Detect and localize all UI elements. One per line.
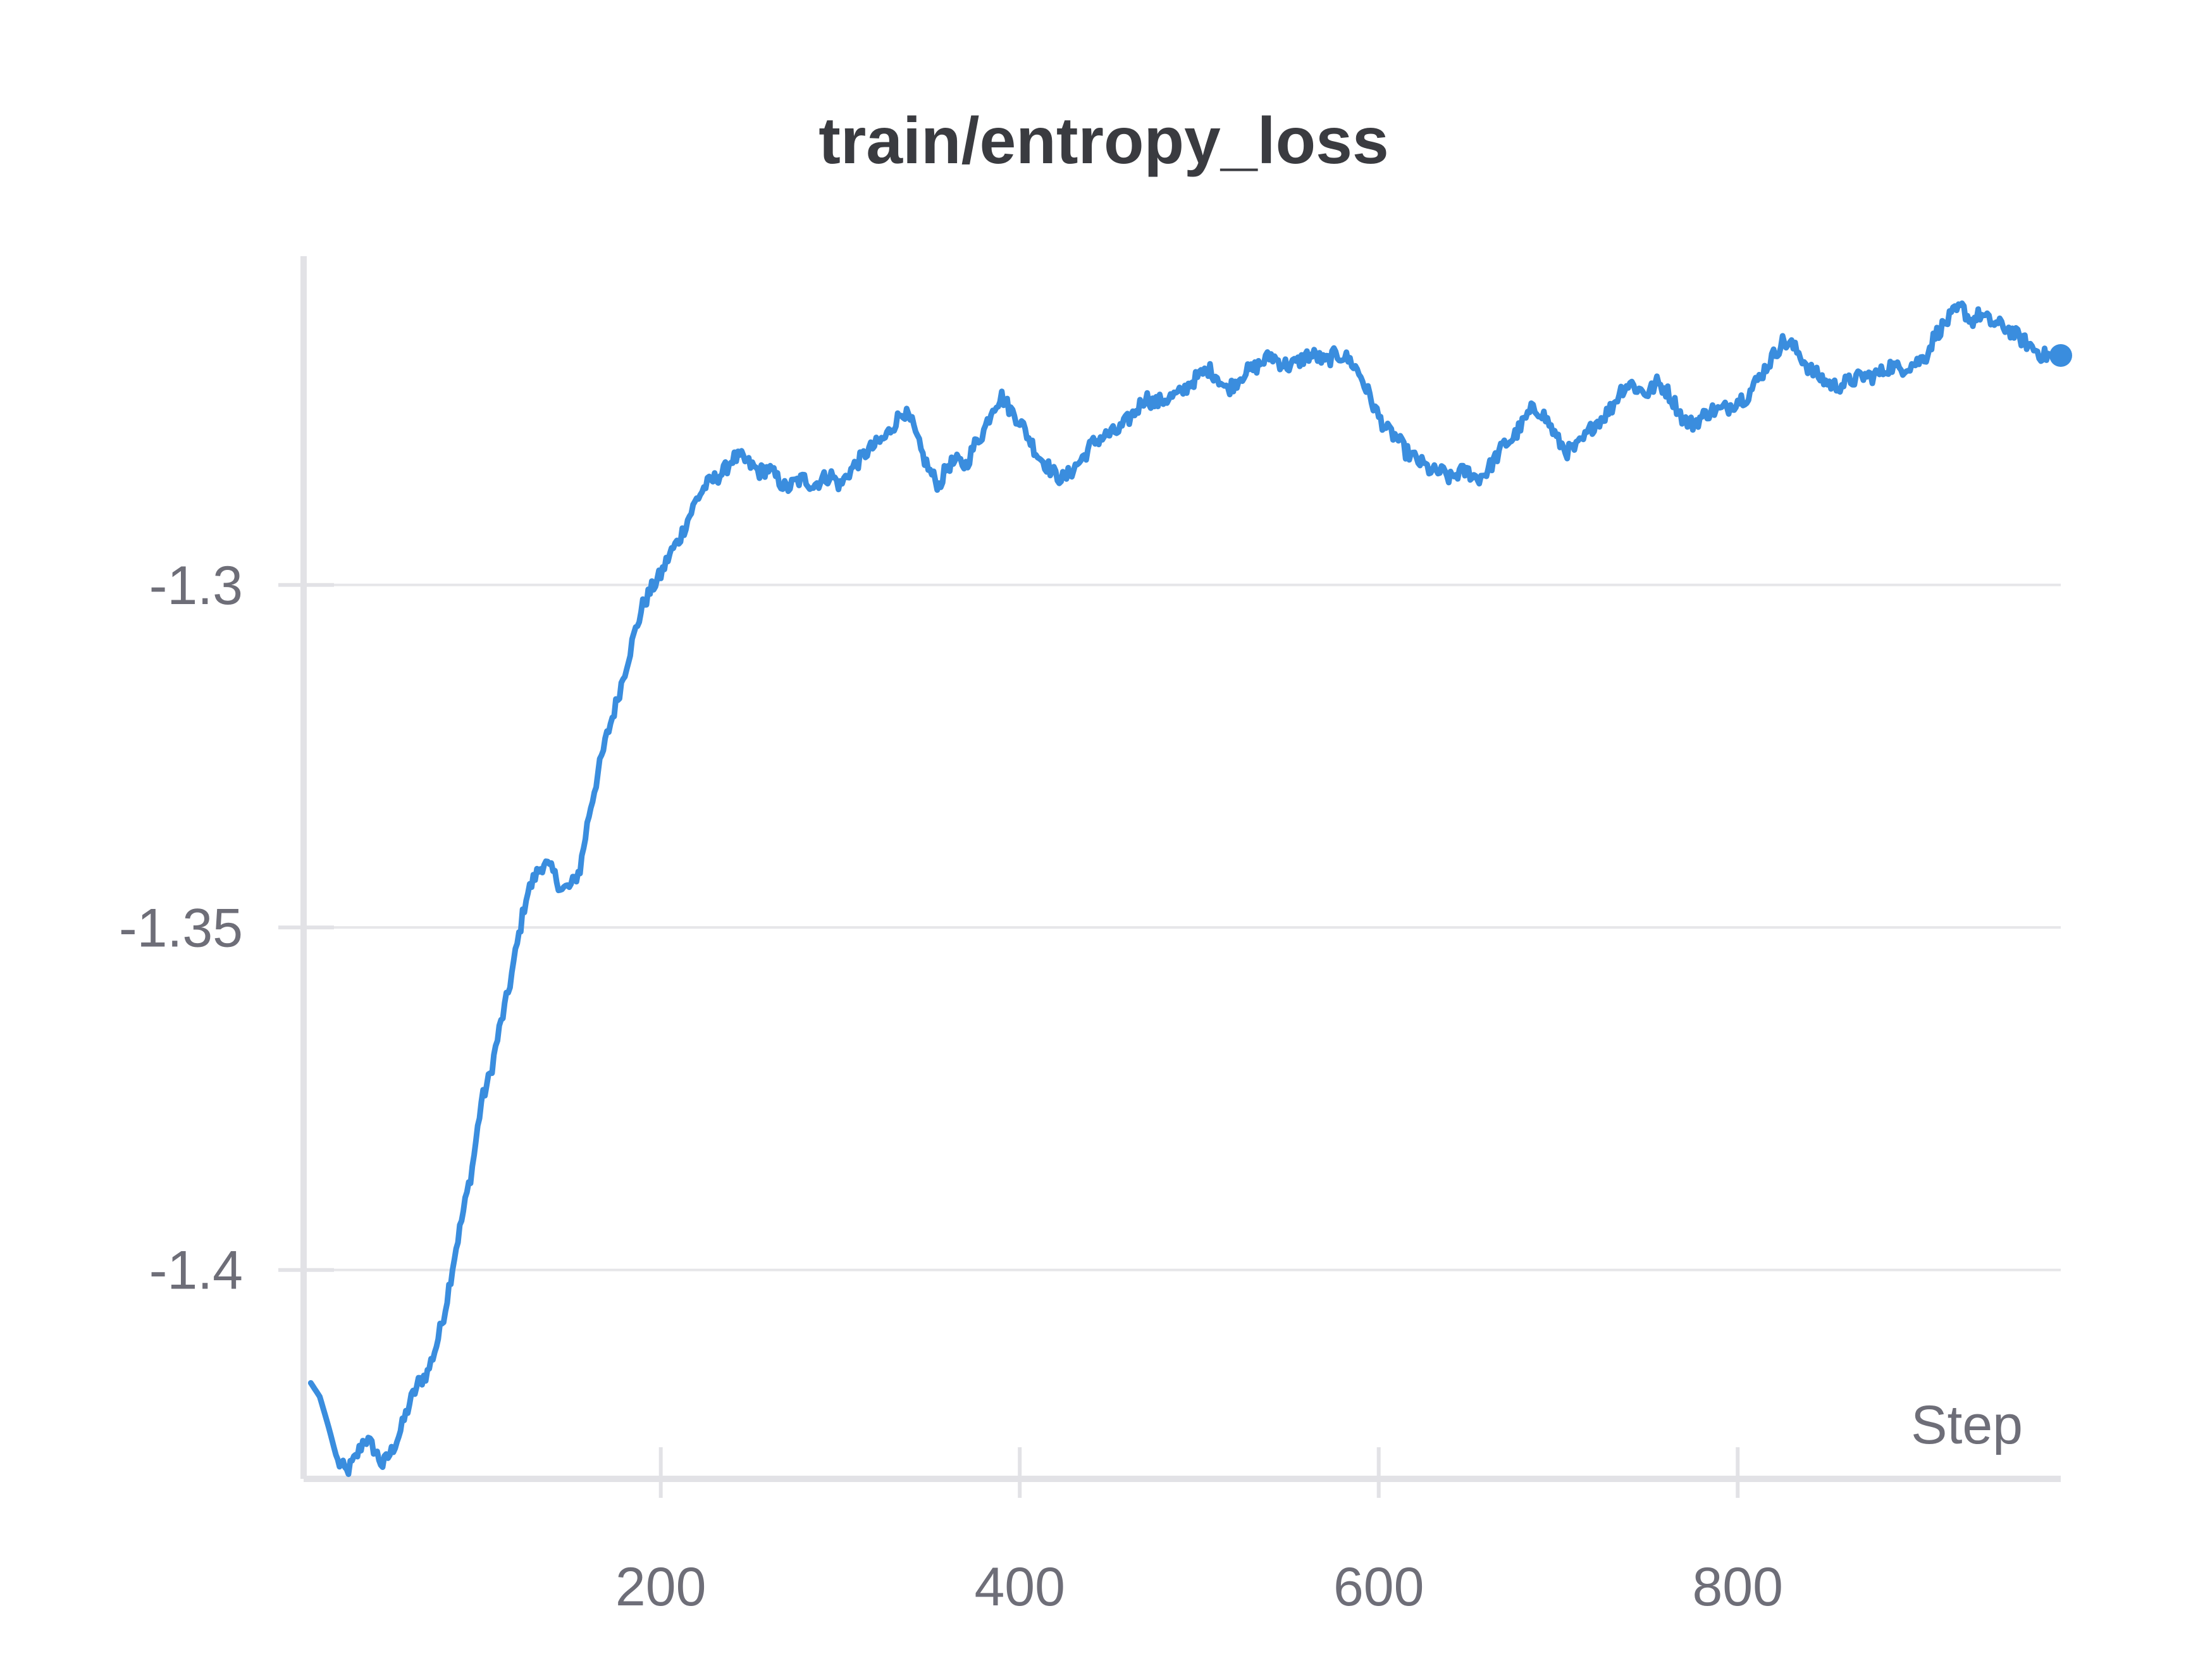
y-tick-label: -1.35 xyxy=(119,898,243,958)
x-tick-label: 400 xyxy=(974,1557,1065,1617)
x-tick-label: 600 xyxy=(1333,1557,1424,1617)
series-line xyxy=(307,300,2064,1478)
x-tick-label: 200 xyxy=(615,1557,707,1617)
y-tick-label: -1.3 xyxy=(149,555,243,616)
y-tick-label: -1.4 xyxy=(149,1240,243,1301)
chart-title: train/entropy_loss xyxy=(818,104,1389,178)
x-axis-label: Step xyxy=(1911,1395,2023,1455)
x-tick-label: 800 xyxy=(1692,1557,1783,1617)
series-layer xyxy=(307,300,2072,1478)
tick-labels: -1.4 -1.35 -1.3 200 400 600 800 xyxy=(119,555,1783,1617)
gridlines xyxy=(304,583,2061,1271)
series-end-point xyxy=(2049,344,2072,368)
axes xyxy=(278,256,2061,1498)
